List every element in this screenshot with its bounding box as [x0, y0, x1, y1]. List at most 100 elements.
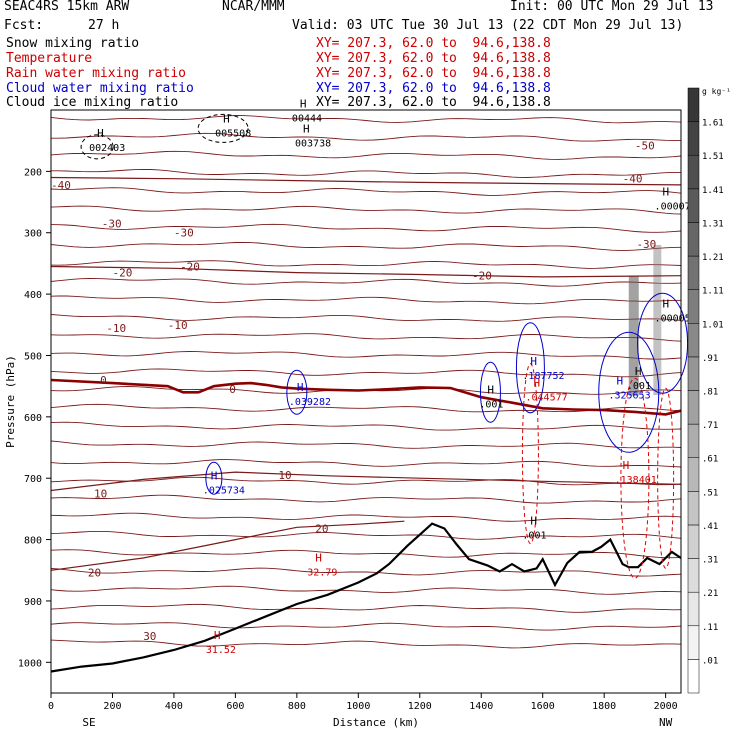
high-value: .044577	[525, 393, 567, 404]
colorbar-swatch	[687, 323, 700, 358]
cloud-water-contour	[515, 322, 545, 414]
x-tick-label: 1800	[592, 701, 616, 712]
isotherm-label: 30	[143, 630, 156, 643]
plot-frame	[50, 109, 682, 694]
isotherm-label: -20	[112, 267, 132, 280]
isotherm-label: -30	[636, 238, 656, 251]
y-tick-label: 700	[24, 474, 42, 485]
isotherm-line	[50, 440, 682, 449]
isotherm-line	[50, 260, 682, 269]
high-marker: H	[214, 629, 221, 642]
rain-contour	[657, 387, 675, 569]
isotherm-label: 10	[278, 469, 291, 482]
colorbar-swatch	[687, 659, 700, 694]
y-tick-label: 600	[24, 413, 42, 424]
high-marker: H	[303, 123, 310, 136]
colorbar-swatch	[687, 423, 700, 458]
colorbar-label: 1.01	[702, 320, 724, 330]
series-line	[50, 471, 682, 492]
x-axis-title: Distance (km)	[333, 716, 419, 729]
x-tick-label: 1000	[346, 701, 370, 712]
isotherm-line	[50, 368, 682, 378]
x-tick-label: 1600	[531, 701, 555, 712]
field-xy: XY= 207.3, 62.0 to 94.6,138.8	[316, 36, 551, 51]
colorbar-label: 1.21	[702, 253, 724, 263]
y-tick-label: 800	[24, 536, 42, 547]
high-marker: H	[530, 355, 537, 368]
isotherm-line	[51, 132, 681, 142]
y-tick-label: 900	[24, 597, 42, 608]
x-tick-label: 800	[288, 701, 306, 712]
high-value: .138401	[615, 475, 657, 486]
colorbar-label: 1.41	[702, 186, 724, 196]
snow-shading	[653, 245, 662, 396]
high-value: 00444	[292, 113, 322, 124]
cloud-water-contour	[479, 361, 501, 423]
isotherm-line	[51, 168, 681, 178]
x-tick-label: 600	[226, 701, 244, 712]
high-marker: H	[297, 381, 304, 394]
field-name: Cloud water mixing ratio	[6, 81, 194, 96]
y-tick-label: 500	[24, 351, 42, 362]
colorbar-swatch	[687, 87, 700, 122]
field-xy: XY= 207.3, 62.0 to 94.6,138.8	[316, 51, 551, 66]
isotherm-line	[50, 585, 682, 595]
isotherm-line	[50, 549, 682, 559]
high-value: .187752	[522, 371, 564, 382]
high-value: .039282	[289, 397, 331, 408]
org-label: NCAR/MMM	[222, 0, 285, 14]
high-marker: H	[530, 515, 537, 528]
colorbar-swatch	[687, 289, 700, 324]
high-marker: H	[616, 375, 623, 388]
isotherm-line	[50, 639, 682, 649]
colorbar-swatch	[687, 356, 700, 391]
cloud-water-contour	[286, 369, 308, 415]
colorbar-label: 1.11	[702, 287, 724, 297]
isotherm-label: 20	[88, 567, 101, 580]
colorbar-swatch	[687, 491, 700, 526]
colorbar-label: 1.61	[702, 119, 724, 129]
isotherm-line	[50, 150, 682, 160]
isotherm-line	[50, 115, 682, 124]
high-marker: H	[663, 186, 670, 199]
isotherm-label: -30	[174, 227, 194, 240]
isotherm-label: -40	[623, 173, 643, 186]
high-value: .001	[479, 399, 503, 410]
colorbar-label: .31	[702, 556, 718, 566]
x-end-label: NW	[659, 716, 673, 729]
y-tick-label: 1000	[18, 658, 42, 669]
colorbar-label: .11	[702, 623, 718, 633]
high-value: .00005	[655, 313, 691, 324]
cloud-water-contour	[205, 461, 223, 495]
high-marker: H	[211, 469, 218, 482]
field-xy: XY= 207.3, 62.0 to 94.6,138.8	[316, 66, 551, 81]
colorbar-label: .01	[702, 656, 718, 666]
high-value: .000075	[655, 202, 697, 213]
high-marker: H	[663, 297, 670, 310]
high-marker: H	[223, 113, 230, 126]
isotherm-line	[50, 295, 682, 305]
x-tick-label: 200	[103, 701, 121, 712]
high-marker: H	[623, 459, 630, 472]
isotherm-line	[50, 622, 682, 631]
isotherm-line	[50, 333, 682, 342]
high-value: .025734	[203, 485, 245, 496]
colorbar-label: .21	[702, 589, 718, 599]
isotherm-line	[50, 603, 682, 613]
colorbar-label: 1.31	[702, 219, 724, 229]
x-tick-label: 0	[48, 701, 54, 712]
high-marker: H	[635, 365, 642, 378]
colorbar-swatch	[687, 222, 700, 257]
x-tick-label: 400	[165, 701, 183, 712]
colorbar-swatch	[687, 591, 700, 627]
isotherm-line	[50, 223, 682, 233]
isotherm-line	[50, 494, 682, 504]
high-value: .001	[522, 531, 546, 542]
isotherm-label: -20	[472, 270, 492, 283]
field-name: Snow mixing ratio	[6, 36, 140, 51]
field-name: Temperature	[6, 51, 93, 66]
high-value: 005508	[215, 129, 251, 140]
series-line	[50, 176, 682, 186]
